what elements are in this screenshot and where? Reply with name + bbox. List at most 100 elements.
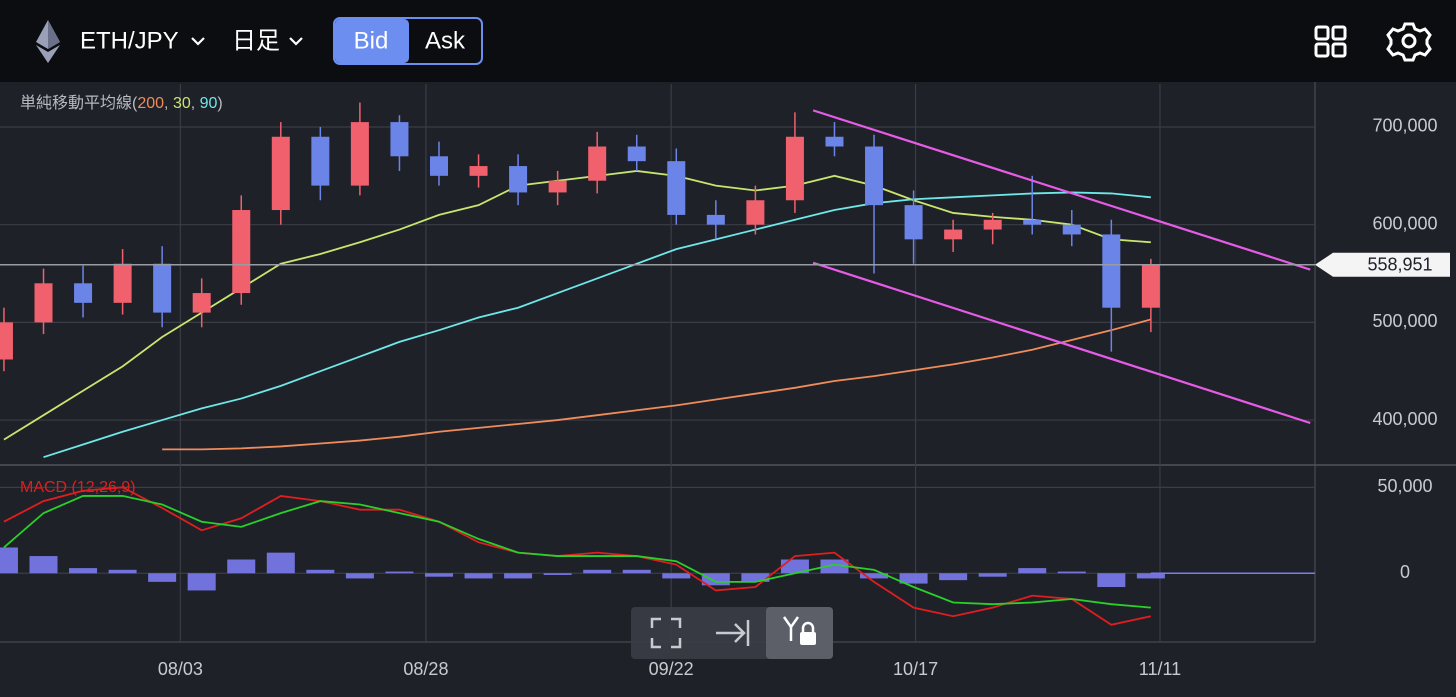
histogram-bar [385, 571, 414, 574]
histogram-bar [939, 573, 968, 581]
scroll-end-button[interactable] [716, 620, 750, 646]
candle-body [904, 205, 923, 240]
candle-body [390, 122, 409, 157]
histogram-bar [1057, 571, 1086, 574]
y-tick-label: 600,000 [1372, 213, 1437, 233]
ma-legend-sep: , [191, 95, 200, 112]
ask-label[interactable]: Ask [425, 27, 466, 54]
histogram-bar [504, 573, 533, 579]
settings-button[interactable] [1386, 22, 1432, 62]
series-line [3, 170, 1151, 441]
histogram-bar [306, 569, 335, 574]
x-tick-label: 08/28 [403, 659, 448, 679]
ma-legend: 単純移動平均線(200, 30, 90) [20, 94, 223, 112]
legend-entry: 200 [137, 95, 164, 112]
histogram-bar [1097, 573, 1126, 588]
histogram-bar [148, 573, 177, 582]
histogram-bar [345, 573, 374, 579]
histogram-bar [0, 547, 18, 574]
pair-caret[interactable] [191, 37, 205, 46]
candle-body [944, 229, 963, 240]
candle-body [588, 146, 607, 181]
histogram-bar [187, 573, 216, 591]
candle-body [746, 200, 765, 225]
candle-body [509, 166, 528, 193]
candle-body [192, 293, 211, 313]
candle-body [0, 322, 13, 360]
histogram-bar [1136, 573, 1165, 579]
y-tick-label: 700,000 [1372, 116, 1437, 136]
series-line [162, 318, 1152, 451]
candle-body [983, 219, 1002, 230]
candle-body [1102, 234, 1121, 308]
timeframe-caret[interactable] [289, 37, 303, 46]
ma-legend-paren: ( [132, 95, 138, 112]
histogram-bar [266, 552, 295, 574]
legend-entry: 90 [200, 95, 218, 112]
histogram-bar [899, 573, 928, 584]
candle-body [667, 161, 686, 215]
candle-body [113, 263, 132, 303]
candle-body [34, 283, 53, 323]
candle-body [271, 136, 290, 211]
timeframe-select[interactable]: 日足 [232, 27, 280, 54]
histogram-bar [69, 568, 98, 574]
x-tick-label: 10/17 [893, 659, 938, 679]
macd-title: MACD (12,26,9) [20, 479, 136, 496]
histogram-bar [583, 569, 612, 574]
series-line [3, 495, 1151, 609]
candle-body [785, 136, 804, 201]
layout-button[interactable] [1314, 25, 1347, 58]
candle-body [74, 283, 93, 303]
x-tick-label: 09/22 [649, 659, 694, 679]
histogram-bar [464, 573, 493, 579]
histogram-bar [820, 559, 849, 574]
candle-body [627, 146, 646, 162]
histogram-bar [662, 573, 691, 579]
x-tick-label: 08/03 [158, 659, 203, 679]
header-bar [0, 0, 1456, 82]
candle-body [1062, 224, 1081, 235]
fit-button[interactable] [650, 617, 682, 649]
y-tick-label: 50,000 [1377, 476, 1432, 496]
histogram-bar [622, 569, 651, 574]
y-tick-label: 0 [1400, 562, 1410, 582]
histogram-bar [108, 569, 137, 574]
histogram-bar [1018, 568, 1047, 574]
candle-body [350, 122, 369, 186]
candle-body [865, 146, 884, 206]
eth-icon [36, 20, 60, 63]
histogram-bar [29, 556, 58, 574]
histogram-bar [424, 573, 453, 577]
trendline [812, 109, 1311, 271]
pair-select[interactable]: ETH/JPY [80, 27, 179, 54]
candle-body [548, 180, 567, 193]
series-line [3, 486, 1152, 626]
toolbar-active [766, 607, 833, 659]
last-price-tag [1315, 252, 1450, 277]
y-lock-button[interactable] [782, 616, 816, 645]
candle-body [469, 166, 488, 176]
candle-body [232, 210, 251, 294]
histogram-bar [780, 559, 809, 574]
histogram-bar [978, 573, 1007, 577]
legend-entry: 30 [173, 95, 191, 112]
candle-body [1141, 264, 1160, 308]
candle-body [429, 156, 448, 176]
chart-toolbar [631, 607, 833, 659]
histogram-bar [741, 573, 770, 582]
histogram-bar [543, 573, 572, 575]
y-tick-label: 500,000 [1372, 311, 1437, 331]
series-line [43, 191, 1151, 459]
bid-button[interactable] [335, 19, 409, 63]
last-price-label: 558,951 [1367, 255, 1432, 275]
candle-body [311, 136, 330, 186]
ma-legend-sep: , [164, 95, 173, 112]
candle-body [1023, 219, 1042, 225]
bid-label[interactable]: Bid [354, 27, 389, 54]
histogram-bar [227, 559, 256, 574]
candle-body [825, 136, 844, 147]
trendline [812, 261, 1311, 425]
